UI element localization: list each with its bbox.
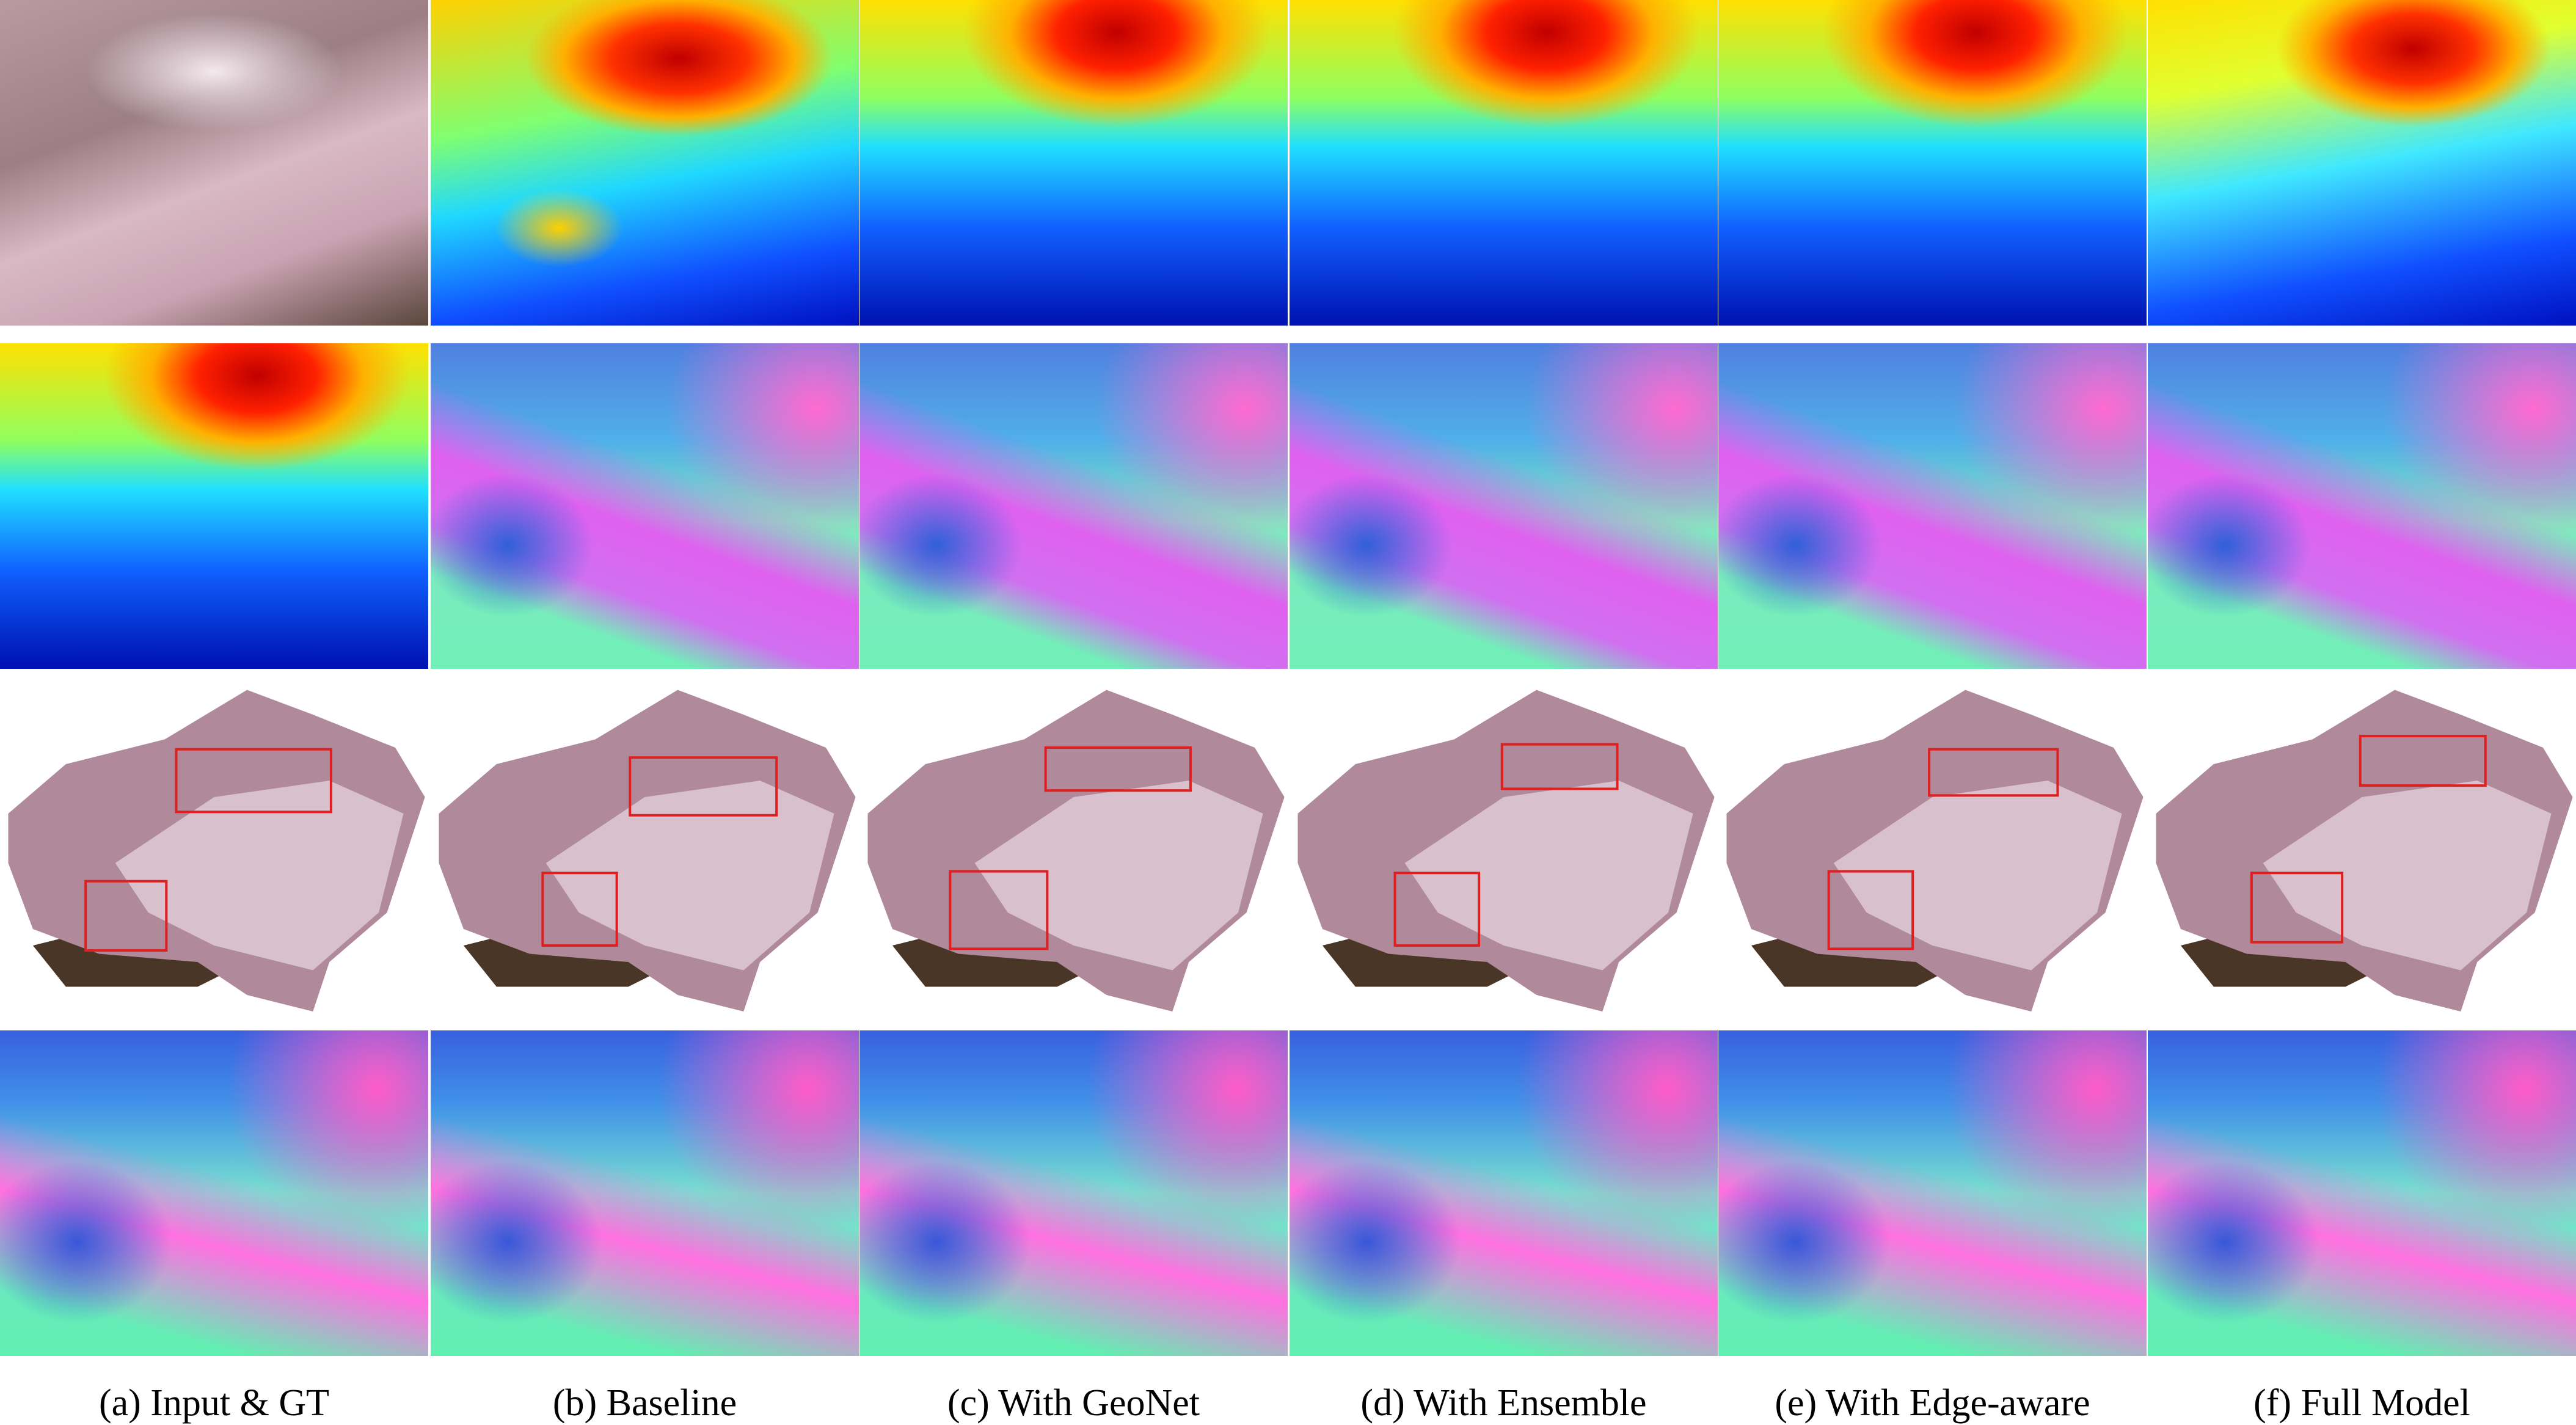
point-cloud-view bbox=[2148, 682, 2576, 1011]
highlight-box-pillow bbox=[629, 756, 778, 817]
ground-truth-depth-map bbox=[0, 343, 428, 669]
predicted-normal-map bbox=[431, 1030, 859, 1356]
point-cloud-view bbox=[0, 682, 428, 1011]
normal-from-depth-map bbox=[2148, 343, 2576, 669]
predicted-depth-map bbox=[1290, 0, 1718, 326]
highlight-box-nightstand bbox=[1827, 870, 1914, 950]
predicted-normal-map bbox=[859, 1030, 1288, 1356]
normal-from-depth-map bbox=[859, 343, 1288, 669]
point-cloud-view bbox=[859, 682, 1288, 1011]
point-cloud-bed bbox=[1833, 781, 2122, 971]
predicted-depth-map bbox=[2148, 0, 2576, 326]
panel-caption: (b) Baseline bbox=[552, 1382, 737, 1424]
panel-caption: (a) Input & GT bbox=[98, 1382, 330, 1424]
highlight-box-pillow bbox=[175, 748, 332, 814]
predicted-depth-map bbox=[1718, 0, 2147, 326]
highlight-box-nightstand bbox=[1393, 872, 1481, 947]
panel-caption: (d) With Ensemble bbox=[1360, 1382, 1647, 1424]
predicted-depth-map bbox=[431, 0, 859, 326]
predicted-normal-map bbox=[1290, 1030, 1718, 1356]
predicted-normal-map bbox=[2148, 1030, 2576, 1356]
panel-caption: (e) With Edge-aware bbox=[1775, 1382, 2090, 1424]
panel-caption: (f) Full Model bbox=[2253, 1382, 2470, 1424]
point-cloud-bed bbox=[1404, 781, 1693, 971]
highlight-box-nightstand bbox=[84, 880, 168, 952]
point-cloud-bed bbox=[115, 781, 404, 971]
predicted-normal-map bbox=[1718, 1030, 2147, 1356]
highlight-box-pillow bbox=[2359, 735, 2487, 787]
highlight-box-pillow bbox=[1044, 746, 1192, 792]
predicted-depth-map bbox=[859, 0, 1288, 326]
input-image bbox=[0, 0, 428, 326]
normal-from-depth-map bbox=[1718, 343, 2147, 669]
highlight-box-nightstand bbox=[2250, 872, 2344, 944]
normal-from-depth-map bbox=[1290, 343, 1718, 669]
point-cloud-bed bbox=[2263, 781, 2552, 971]
highlight-box-pillow bbox=[1928, 748, 2059, 797]
point-cloud-view bbox=[1718, 682, 2147, 1011]
point-cloud-view bbox=[1290, 682, 1718, 1011]
ground-truth-normal-map bbox=[0, 1030, 428, 1356]
normal-from-depth-map bbox=[431, 343, 859, 669]
highlight-box-nightstand bbox=[949, 870, 1049, 950]
highlight-box-pillow bbox=[1500, 743, 1619, 790]
panel-caption: (c) With GeoNet bbox=[947, 1382, 1200, 1424]
highlight-box-nightstand bbox=[541, 872, 618, 947]
point-cloud-view bbox=[431, 682, 859, 1011]
